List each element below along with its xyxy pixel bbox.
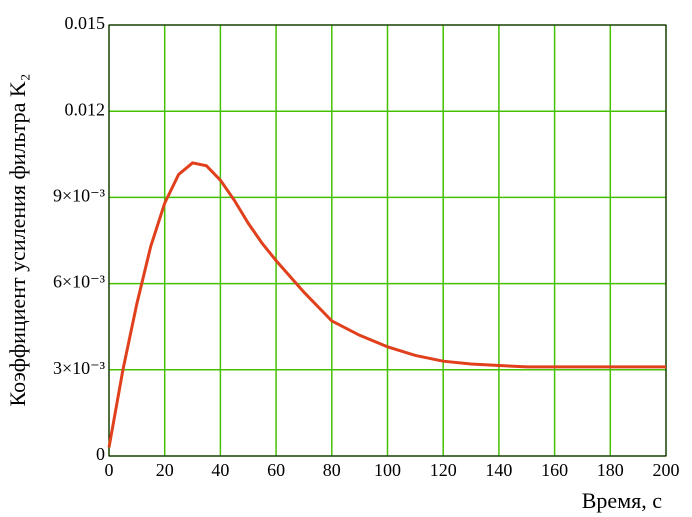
x-tick-label: 60 <box>267 460 285 480</box>
x-tick-label: 140 <box>485 460 512 480</box>
plot-frame <box>108 24 667 457</box>
x-tick-label: 40 <box>211 460 229 480</box>
x-axis-title: Время, с <box>582 488 662 513</box>
x-tick-label: 120 <box>430 460 457 480</box>
x-tick-label: 180 <box>597 460 624 480</box>
y-tick-label: 0.012 <box>65 99 106 119</box>
data-line <box>107 161 666 448</box>
x-tick-label: 80 <box>323 460 341 480</box>
y-tick-label: 6×10⁻³ <box>53 272 106 292</box>
x-tick-label: 0 <box>105 460 114 480</box>
y-tick-label: 9×10⁻³ <box>53 186 106 206</box>
y-tick-label: 0 <box>96 444 105 464</box>
x-tick-label: 160 <box>541 460 568 480</box>
x-tick-label: 100 <box>374 460 401 480</box>
y-tick-label: 0.015 <box>65 13 106 33</box>
x-tick-label: 200 <box>653 460 680 480</box>
y-axis-title: Коэффициент усиления фильтра K₂ <box>5 74 30 407</box>
y-tick-label: 3×10⁻³ <box>53 358 106 378</box>
x-tick-label: 20 <box>156 460 174 480</box>
